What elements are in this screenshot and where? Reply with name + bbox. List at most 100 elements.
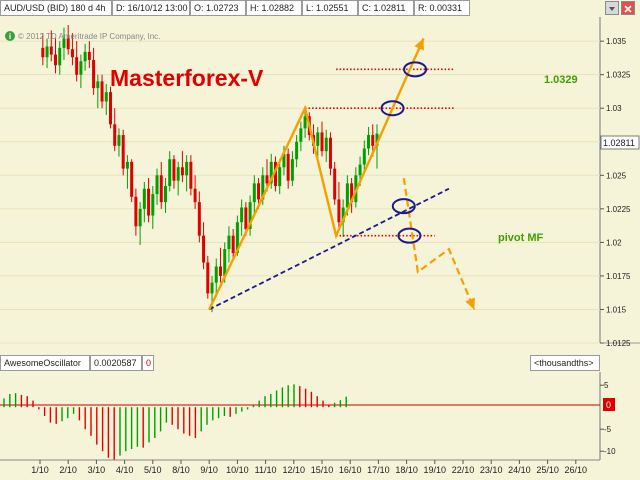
oscillator-tick-label: -10	[604, 447, 616, 456]
indicator-units-label: <thousandths>	[530, 355, 600, 371]
candle-body	[185, 161, 189, 176]
highlight-ring	[391, 198, 416, 215]
candle-body	[151, 194, 155, 216]
candle-body	[273, 161, 277, 187]
candle-body	[202, 235, 206, 263]
candle-body	[147, 188, 151, 216]
candle-body	[121, 135, 125, 169]
indicator-zero-flag: 0	[142, 355, 154, 371]
price-plot-area	[0, 17, 600, 343]
candle-body	[282, 153, 286, 168]
close-label: C: 1.02811	[358, 0, 414, 16]
price-tick-label: 1.0325	[606, 71, 631, 80]
candle-body	[218, 266, 222, 276]
candle-body	[113, 124, 117, 146]
candle-body	[62, 38, 66, 48]
pivot-label: pivot MF	[498, 232, 543, 244]
candle-body	[371, 135, 375, 146]
candle-body	[134, 196, 138, 227]
date-tick-label: 18/10	[395, 465, 418, 475]
date-tick-label: 1/10	[31, 465, 49, 475]
pattern-arrowhead	[414, 38, 424, 51]
indicator-name-label[interactable]: AwesomeOscillator	[0, 355, 90, 371]
highlight-ring	[403, 61, 428, 78]
candle-body	[345, 183, 349, 208]
candle-body	[58, 47, 62, 66]
date-tick-label: 26/10	[565, 465, 588, 475]
window-close-button[interactable]	[621, 1, 635, 15]
price-tick-label: 1.015	[606, 305, 627, 314]
candle-body	[159, 175, 163, 203]
date-tick-label: 4/10	[116, 465, 134, 475]
candle-body	[168, 159, 172, 187]
candle-body	[214, 266, 218, 283]
candle-body	[299, 128, 303, 142]
candle-body	[320, 132, 324, 152]
date-label: D: 16/10/12 13:00	[112, 0, 190, 16]
close-icon	[624, 5, 632, 13]
candle-body	[109, 92, 112, 125]
copyright-text: © 2012 TD Ameritrade IP Company, Inc.	[18, 32, 160, 41]
candle-body	[92, 59, 96, 89]
candle-body	[362, 148, 366, 165]
candle-body	[197, 202, 201, 236]
candle-body	[142, 188, 146, 209]
dropdown-icon	[609, 7, 615, 11]
copyright-note: i © 2012 TD Ameritrade IP Company, Inc.	[5, 31, 160, 41]
date-tick-label: 2/10	[59, 465, 77, 475]
candle-body	[235, 222, 239, 254]
candle-body	[206, 262, 210, 294]
candle-body	[130, 161, 134, 197]
candle-body	[54, 54, 58, 66]
window-menu-button[interactable]	[605, 1, 619, 15]
candle-body	[269, 161, 273, 184]
candle-body	[367, 135, 371, 149]
candle-body	[227, 235, 231, 250]
candle-body	[252, 183, 256, 203]
candle-body	[66, 38, 70, 50]
date-tick-label: 16/10	[339, 465, 362, 475]
candle-body	[333, 168, 337, 200]
date-tick-label: 11/10	[255, 465, 277, 475]
watermark-text: Masterforex-V	[110, 65, 264, 91]
date-tick-label: 5/10	[144, 465, 162, 475]
info-icon-glyph: i	[9, 32, 11, 41]
candle-body	[49, 46, 53, 55]
symbol-label[interactable]: AUD/USD (BID) 180 d 4h	[0, 0, 112, 16]
candle-body	[316, 132, 320, 146]
price-tick-label: 1.0225	[606, 205, 631, 214]
price-tick-label: 1.03	[606, 104, 622, 113]
candle-body	[193, 188, 197, 203]
current-price-text: 1.02811	[603, 138, 635, 148]
candle-body	[104, 92, 108, 102]
projection-line	[402, 177, 476, 310]
current-price-tag	[600, 135, 640, 150]
date-tick-label: 25/10	[536, 465, 559, 475]
candle-body	[337, 199, 341, 223]
date-tick-label: 12/10	[283, 465, 306, 475]
date-tick-label: 17/10	[367, 465, 390, 475]
candle-body	[295, 141, 299, 160]
trend-line	[208, 187, 450, 311]
projection-arrowhead	[465, 297, 475, 310]
highlight-ring	[397, 227, 422, 244]
high-label: H: 1.02882	[246, 0, 302, 16]
candle-body	[172, 159, 176, 181]
low-label: L: 1.02551	[302, 0, 358, 16]
candle-body	[261, 175, 265, 200]
candle-body	[223, 249, 227, 276]
date-tick-label: 9/10	[200, 465, 218, 475]
candle-body	[45, 46, 49, 58]
candle-body	[75, 57, 79, 75]
candle-body	[278, 167, 282, 187]
indicator-value-label: 0.0020587	[90, 355, 142, 371]
candle-body	[189, 161, 193, 189]
candle-body	[240, 207, 244, 223]
candle-body	[83, 51, 87, 62]
date-tick-label: 19/10	[424, 465, 447, 475]
oscillator-current-tag	[603, 398, 615, 411]
candle-body	[41, 47, 45, 58]
candle-body	[375, 133, 379, 146]
